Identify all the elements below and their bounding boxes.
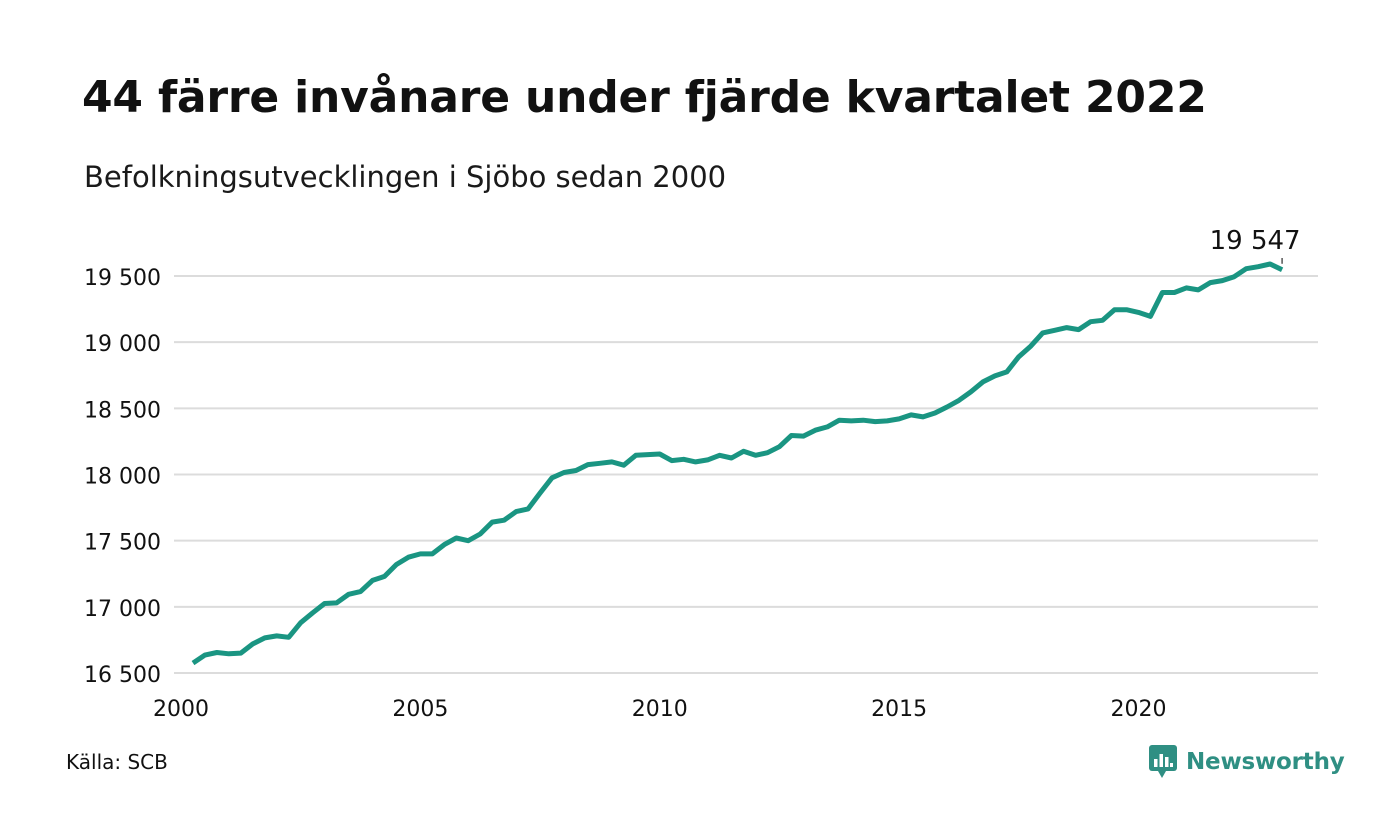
x-tick-label: 2015 xyxy=(871,697,927,722)
y-axis-tick-labels: 16 500 17 000 17 500 18 000 18 500 19 000 19 5… xyxy=(84,266,161,688)
annotation-layer: 19 547 xyxy=(1210,226,1301,264)
brand-name: Newsworthy xyxy=(1186,749,1345,775)
y-tick-label: 17 000 xyxy=(84,597,161,622)
newsworthy-logo-icon xyxy=(1149,745,1177,778)
grid-lines xyxy=(174,275,1318,674)
brand-logo: Newsworthy xyxy=(1148,744,1345,780)
source-note: Källa: SCB xyxy=(66,750,168,774)
x-tick-label: 2005 xyxy=(392,697,448,722)
chart-title: 44 färre invånare under fjärde kvartalet… xyxy=(82,72,1207,123)
y-tick-label: 16 500 xyxy=(84,663,161,688)
series-layer xyxy=(191,261,1284,666)
y-tick-label: 19 000 xyxy=(84,332,161,357)
series-line-0 xyxy=(191,261,1284,666)
x-tick-label: 2000 xyxy=(153,697,209,722)
annotation-label: 19 547 xyxy=(1210,226,1301,256)
y-tick-label: 18 500 xyxy=(84,398,161,423)
x-tick-label: 2010 xyxy=(632,697,688,722)
y-tick-label: 19 500 xyxy=(84,266,161,291)
x-tick-label: 2020 xyxy=(1110,697,1166,722)
y-tick-label: 17 500 xyxy=(84,531,161,556)
x-axis-tick-labels: 2000 2005 2010 2015 2020 xyxy=(153,697,1166,722)
chart-subtitle: Befolkningsutvecklingen i Sjöbo sedan 20… xyxy=(84,160,727,194)
y-tick-label: 18 000 xyxy=(84,465,161,490)
